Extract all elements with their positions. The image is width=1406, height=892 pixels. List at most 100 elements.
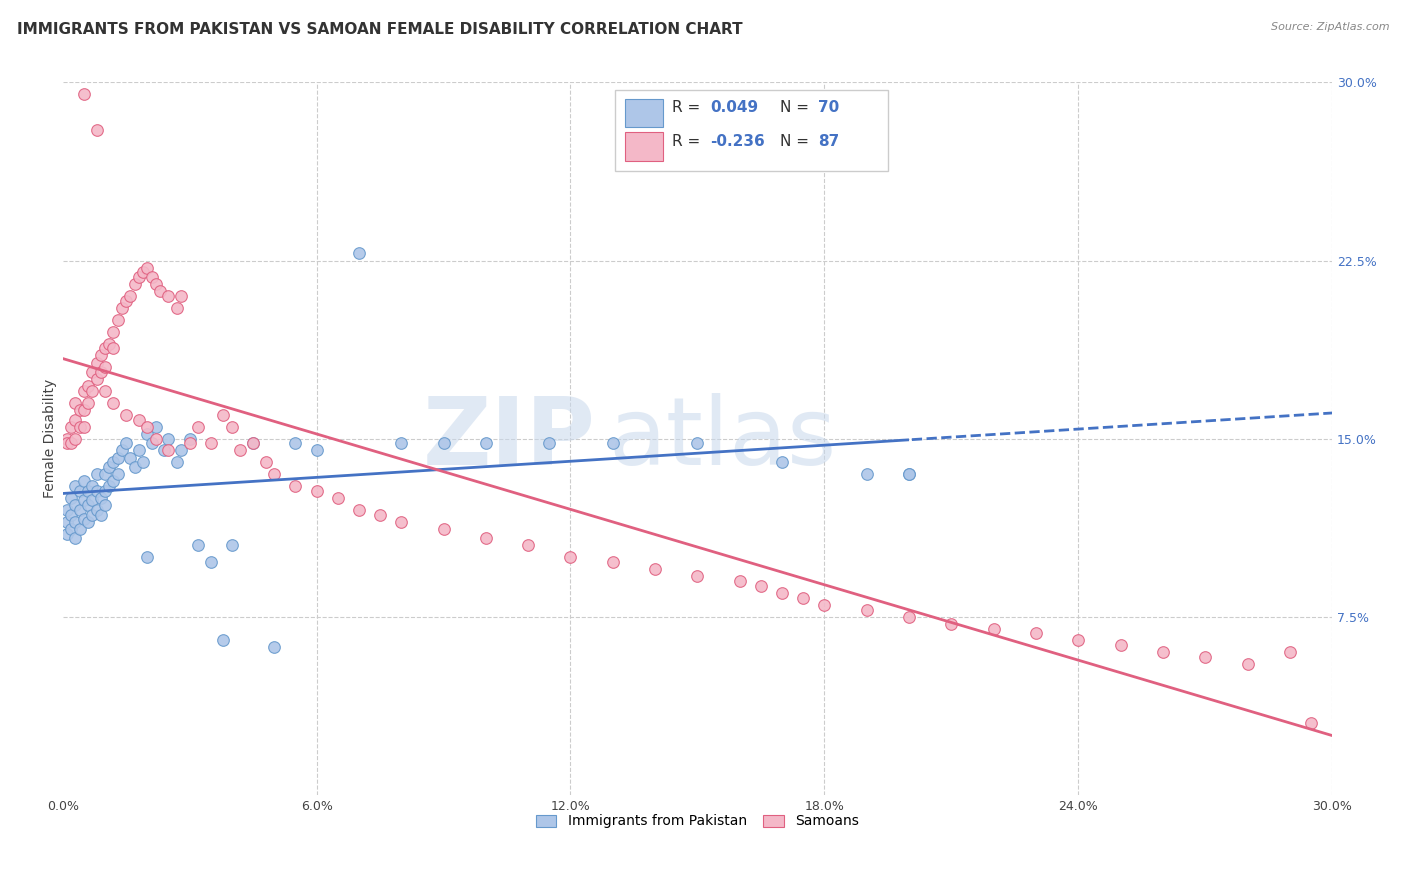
Point (153, 443, 176, 458)
Point (170, 443, 193, 458)
Point (157, 289, 180, 303)
Point (69, 419, 91, 434)
Point (77, 379, 100, 393)
Point (107, 450, 129, 465)
Point (212, 408, 235, 422)
Text: 70: 70 (818, 100, 839, 115)
Point (86, 123, 108, 137)
Point (263, 467, 285, 482)
Point (65, 531, 87, 545)
Point (86, 467, 108, 482)
Point (56, 515, 79, 529)
Point (145, 432, 167, 446)
Point (73, 475, 96, 489)
Text: ZIP: ZIP (423, 392, 596, 484)
Point (56, 436, 79, 450)
Point (983, 622, 1005, 636)
Text: R =: R = (672, 100, 706, 115)
Point (136, 426, 159, 441)
Point (86, 355, 108, 369)
Point (179, 432, 201, 446)
Point (538, 436, 561, 450)
Point (65, 432, 87, 446)
Text: 87: 87 (818, 134, 839, 149)
Point (60, 436, 83, 450)
Point (347, 503, 370, 517)
Point (242, 436, 264, 450)
Point (855, 602, 877, 616)
Point (686, 436, 709, 450)
Point (94, 384, 117, 398)
Point (141, 436, 163, 450)
Point (132, 265, 155, 279)
Point (347, 246, 370, 260)
Point (200, 436, 222, 450)
Point (170, 289, 193, 303)
Point (94, 498, 117, 512)
Point (111, 443, 134, 458)
Point (90, 349, 112, 363)
Point (941, 616, 963, 631)
Point (86, 503, 108, 517)
Point (82, 384, 104, 398)
Point (69, 403, 91, 417)
Point (145, 277, 167, 292)
Point (73, 512, 96, 526)
Point (770, 455, 793, 469)
Point (115, 408, 138, 422)
Point (141, 270, 163, 285)
Point (517, 538, 540, 552)
Point (1067, 633, 1090, 648)
Point (898, 467, 921, 482)
Point (644, 562, 666, 576)
Point (77, 396, 100, 410)
Point (132, 455, 155, 469)
Point (432, 522, 454, 536)
Point (187, 419, 209, 434)
Point (73, 419, 96, 434)
Point (124, 277, 146, 292)
Point (149, 285, 172, 299)
Point (103, 475, 125, 489)
Point (107, 467, 129, 482)
Point (56, 432, 79, 446)
Point (1025, 626, 1047, 640)
Point (1109, 638, 1132, 652)
Text: N =: N = (780, 100, 814, 115)
Point (77, 515, 100, 529)
Point (1194, 650, 1216, 665)
Point (82, 479, 104, 493)
Point (65, 412, 87, 426)
Point (221, 419, 243, 434)
Point (56, 503, 79, 517)
Point (82, 508, 104, 522)
Point (157, 443, 180, 458)
Point (65, 479, 87, 493)
Point (855, 467, 877, 482)
Point (73, 403, 96, 417)
Point (98, 479, 121, 493)
Point (254, 455, 277, 469)
Point (728, 574, 751, 588)
Point (94, 467, 117, 482)
Point (77, 483, 100, 498)
Point (305, 483, 328, 498)
Point (115, 436, 138, 450)
Point (389, 436, 412, 450)
Point (65, 515, 87, 529)
Point (212, 633, 235, 648)
Point (145, 419, 167, 434)
Point (60, 491, 83, 505)
Point (560, 550, 582, 565)
Point (73, 384, 96, 398)
Point (166, 301, 188, 315)
Point (179, 436, 201, 450)
Text: 0.049: 0.049 (710, 100, 758, 115)
Point (284, 436, 307, 450)
Point (86, 372, 108, 386)
Point (229, 443, 252, 458)
Point (73, 87, 96, 102)
Point (103, 396, 125, 410)
Point (90, 508, 112, 522)
Point (98, 336, 121, 351)
